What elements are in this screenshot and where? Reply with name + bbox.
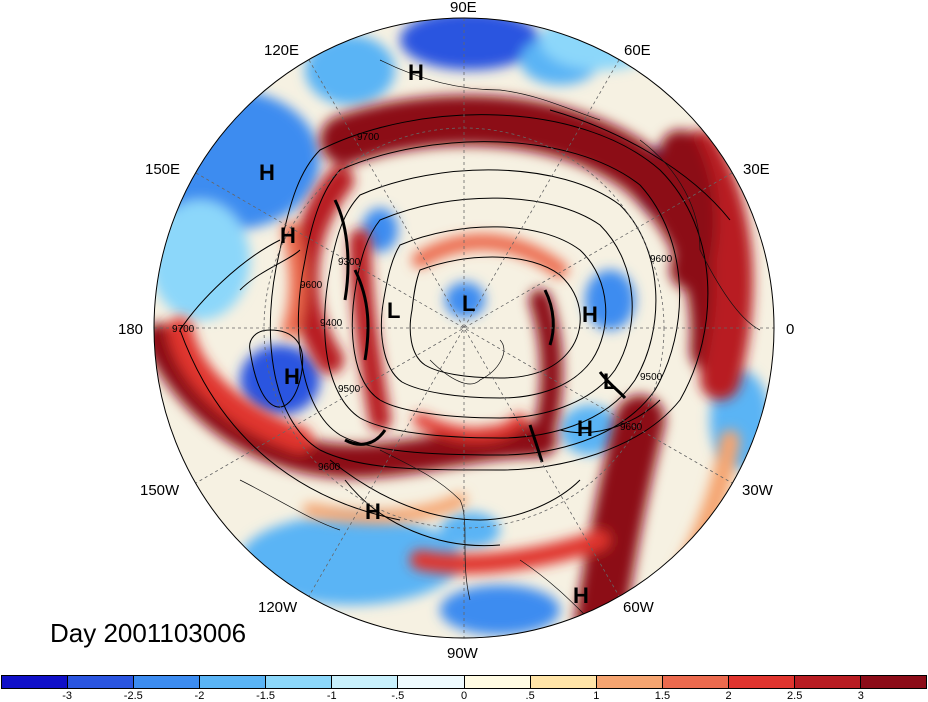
colorbar-swatch [200, 676, 267, 688]
graticule [154, 18, 774, 638]
colorbar-swatches [1, 675, 927, 689]
lon-label-120e: 120E [264, 42, 299, 59]
colorbar-swatch [332, 676, 399, 688]
colorbar-swatch [464, 676, 531, 688]
low-center: L [387, 298, 400, 323]
contour-label: 9400 [320, 318, 343, 329]
colorbar-swatch [2, 676, 69, 688]
colorbar-swatch [662, 676, 729, 688]
lon-label-60w: 60W [623, 599, 655, 616]
colorbar-tick-label: 2 [725, 690, 732, 702]
map-border [153, 17, 775, 639]
contour-label: 9700 [357, 132, 380, 143]
height-contours [179, 109, 731, 547]
lon-label-0: 0 [786, 321, 794, 338]
lon-label-120w: 120W [258, 599, 298, 616]
high-center: H [582, 302, 598, 327]
colorbar-tick-label: 3 [857, 690, 864, 702]
longitude-labels: 90E 60E 30E 0 30W 60W 90W 120W 150W 180 … [118, 0, 794, 662]
colorbar-tick-label: 2.5 [787, 690, 803, 702]
colorbar-swatch [398, 676, 465, 688]
lon-label-30w: 30W [742, 482, 774, 499]
map-title: Day 2001103006 [50, 618, 247, 648]
colorbar-tick-label: -1 [326, 690, 337, 702]
high-center: H [408, 60, 424, 85]
lon-label-180: 180 [118, 321, 143, 338]
lon-label-30e: 30E [743, 161, 770, 178]
colorbar-tick-label: -.5 [391, 690, 405, 702]
colorbar-tick-label: 0 [460, 690, 468, 702]
colorbar-swatch [530, 676, 597, 688]
lon-label-90e: 90E [450, 0, 477, 16]
lon-label-60e: 60E [624, 42, 651, 59]
high-center: H [284, 364, 300, 389]
contour-label: 9600 [318, 462, 341, 473]
colorbar-swatch [861, 676, 927, 688]
contour-label: 9600 [620, 422, 643, 433]
contour-label: 9300 [338, 257, 361, 268]
colorbar: -3 -2.5 -2 -1.5 -1 -.5 0 .5 1 1.5 2 2.5 3 [0, 675, 928, 702]
contour-label: 9600 [300, 280, 323, 291]
high-center: H [573, 583, 589, 608]
colorbar-swatch [134, 676, 201, 688]
lon-label-150w: 150W [140, 482, 180, 499]
colorbar-swatch [728, 676, 795, 688]
low-center: L [462, 291, 475, 316]
contour-labels: 9700 9600 9500 9400 9300 9600 9600 9700 … [172, 132, 673, 473]
jet-contours [333, 199, 627, 463]
pressure-centers: H H H H H H H H L L L [259, 60, 616, 608]
contour-label: 9500 [338, 384, 361, 395]
colorbar-tick-label: -2 [194, 690, 205, 702]
colorbar-tick-label: -3 [62, 690, 73, 702]
high-center: H [365, 499, 381, 524]
colorbar-tick-label: 1.5 [654, 690, 671, 702]
colorbar-swatch [794, 676, 862, 688]
colorbar-tick-label: -2.5 [123, 690, 143, 702]
colorbar-swatch [266, 676, 333, 688]
lon-label-90w: 90W [447, 645, 479, 662]
colorbar-swatch [68, 676, 135, 688]
high-center: H [577, 416, 593, 441]
colorbar-tick-label: .5 [525, 690, 535, 702]
contour-label: 9700 [172, 324, 195, 335]
contour-label: 9600 [650, 254, 673, 265]
colorbar-tick-label: -1.5 [256, 690, 276, 702]
colorbar-tick-label: 1 [593, 690, 600, 702]
low-center: L [603, 369, 616, 394]
anomaly-field [154, 18, 774, 638]
high-center: H [259, 160, 275, 185]
lon-label-150e: 150E [145, 161, 180, 178]
contour-label: 9500 [640, 372, 663, 383]
colorbar-swatch [596, 676, 663, 688]
coastlines [239, 59, 761, 621]
high-center: H [280, 223, 296, 248]
